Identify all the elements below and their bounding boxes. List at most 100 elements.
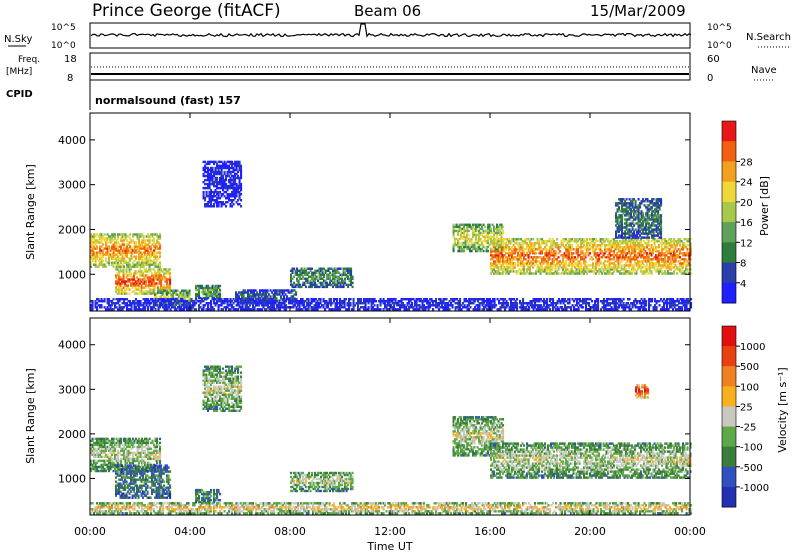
time-axis-label: Time UT: [366, 540, 412, 553]
date-label: 15/Mar/2009: [590, 2, 686, 20]
nave-tick-bottom: 0: [707, 73, 713, 84]
time-tick-label: 08:00: [274, 525, 306, 538]
velocity-cbar-swatch: [722, 386, 736, 407]
power-cbar-tick-label: 20: [740, 198, 753, 209]
velocity-colorbar: 1000 500 100 25 -25 -100 -500 -1000: [721, 325, 769, 508]
nsky-trace: [90, 23, 692, 38]
freq-panel: [89, 52, 691, 81]
nsearch-label: N.Search: [746, 32, 791, 43]
time-tick-label: 16:00: [474, 525, 506, 538]
velocity-ytick-label: 1000: [58, 472, 86, 485]
freq-label: Freq.: [18, 55, 40, 65]
power-cbar-swatch: [722, 242, 736, 263]
velocity-cbar-tick-label: 1000: [740, 342, 765, 353]
power-ytick-label: 1000: [58, 268, 86, 281]
velocity-echo-field: [89, 318, 693, 515]
velocity-ytick-label: 2000: [58, 428, 86, 441]
velocity-cbar-swatch: [722, 426, 736, 448]
power-cbar-swatch: [722, 282, 736, 304]
nave-label: Nave: [751, 65, 777, 76]
velocity-y-ticks: 1000 2000 3000 4000: [58, 339, 690, 485]
power-panel-frame: [89, 112, 691, 312]
power-cbar-swatch: [722, 161, 736, 183]
power-cbar-swatch: [722, 141, 736, 162]
power-echo-region: [490, 238, 692, 275]
velocity-cbar-swatch: [722, 346, 736, 367]
freq-tick-top: 18: [64, 54, 77, 65]
velocity-cbar-tick-label: 100: [740, 382, 759, 393]
velocity-cbar-swatch: [722, 406, 736, 427]
power-echo-region: [235, 289, 298, 304]
nsky-tick-top: 10^5: [51, 23, 76, 33]
power-cbar-swatch: [722, 121, 736, 142]
power-y-ticks: 1000 2000 3000 4000: [58, 134, 690, 281]
velocity-ylabel: Slant Range [km]: [24, 368, 37, 464]
power-cbar-swatch: [722, 181, 736, 203]
power-colorbar: 4 8 12 16 20 24 28: [721, 120, 753, 304]
cpid-label: CPID: [6, 89, 33, 100]
velocity-cbar-tick-label: -500: [740, 463, 763, 474]
velocity-cbar-tick-label: -100: [740, 443, 763, 454]
power-cbar-swatch: [722, 201, 736, 223]
velocity-cbar-swatch: [722, 326, 736, 347]
nsky-label: N.Sky: [4, 34, 32, 45]
velocity-panel-frame: [89, 317, 691, 516]
power-ytick-label: 4000: [58, 134, 86, 147]
power-echo-region: [615, 198, 663, 239]
power-ytick-label: 2000: [58, 223, 86, 236]
power-echo-region: [452, 223, 505, 253]
velocity-ytick-label: 3000: [58, 383, 86, 396]
time-axis: 00:00 04:00 08:00 12:00 16:00 20:00 00:00: [74, 525, 706, 538]
cpid-text: normalsound (fast) 157: [95, 94, 241, 107]
velocity-cbar-tick-label: 25: [740, 402, 753, 413]
power-echo-region: [90, 298, 693, 311]
velocity-cbar-swatch: [722, 486, 736, 508]
power-cbar-tick-label: 4: [740, 279, 746, 290]
velocity-echo-region: [195, 488, 222, 504]
power-ylabel: Slant Range [km]: [24, 164, 37, 260]
power-cbar-tick-label: 28: [740, 157, 753, 168]
velocity-cbar-frame: [721, 325, 737, 508]
power-cbar-swatch: [722, 262, 736, 284]
freq-unit: [MHz]: [6, 67, 32, 77]
power-echo-region: [202, 160, 243, 208]
power-cbar-tick-label: 8: [740, 259, 746, 270]
power-echo-region: [195, 284, 222, 300]
velocity-cbar-label: Velocity [m s⁻¹]: [776, 367, 789, 452]
power-echo-region: [115, 268, 172, 295]
velocity-ytick-label: 4000: [58, 339, 86, 352]
power-echo-region: [90, 233, 162, 268]
time-tick-label: 12:00: [374, 525, 406, 538]
velocity-cbar-swatch: [722, 466, 736, 488]
station-title: Prince George (fitACF): [92, 1, 281, 21]
nsearch-tick-bottom: 10^0: [707, 41, 732, 51]
velocity-echo-region: [202, 365, 243, 412]
freq-tick-bottom: 8: [67, 73, 73, 84]
beam-label: Beam 06: [354, 2, 421, 20]
velocity-echo-region: [115, 464, 172, 499]
time-tick-label: 20:00: [574, 525, 606, 538]
power-cbar-swatch: [722, 222, 736, 243]
velocity-echo-region: [290, 471, 354, 493]
velocity-echo-region: [90, 502, 693, 515]
velocity-cbar-tick-label: 500: [740, 362, 759, 373]
time-tick-label: 00:00: [674, 525, 706, 538]
nsearch-tick-top: 10^5: [707, 23, 732, 33]
nsky-tick-bottom: 10^0: [51, 41, 76, 51]
time-tick-label: 04:00: [174, 525, 206, 538]
velocity-cbar-tick-label: -25: [740, 423, 756, 434]
velocity-cbar-tick-label: -1000: [740, 483, 769, 494]
power-cbar-tick-label: 16: [740, 218, 753, 229]
time-tick-label: 00:00: [74, 525, 106, 538]
velocity-cbar-swatch: [722, 446, 736, 468]
power-ytick-label: 3000: [58, 179, 86, 192]
velocity-cbar-swatch: [722, 366, 736, 387]
nsky-panel: [89, 22, 691, 49]
velocity-echo-region: [635, 384, 650, 399]
power-echo-region: [290, 267, 354, 289]
power-cbar-label: Power [dB]: [758, 176, 771, 236]
nave-tick-top: 60: [707, 54, 720, 65]
power-cbar-tick-label: 24: [740, 178, 753, 189]
power-cbar-frame: [721, 120, 737, 304]
